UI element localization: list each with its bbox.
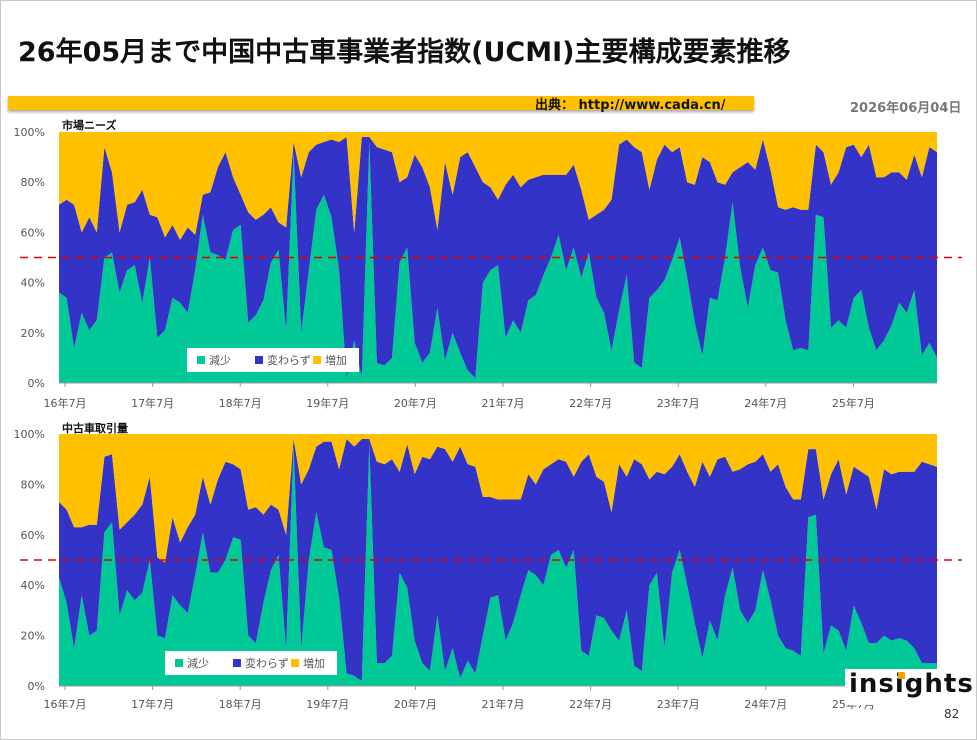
x-tick-label: 19年7月 bbox=[306, 697, 349, 711]
y-tick-label: 40% bbox=[21, 579, 45, 592]
legend-label: 減少 bbox=[209, 353, 231, 367]
y-tick-label: 20% bbox=[21, 327, 45, 340]
y-tick-label: 20% bbox=[21, 630, 45, 643]
area-series-increase bbox=[59, 132, 937, 240]
x-tick-label: 24年7月 bbox=[744, 396, 787, 410]
x-tick-label: 17年7月 bbox=[131, 396, 174, 410]
x-tick-label: 23年7月 bbox=[657, 697, 700, 711]
area-series-decrease bbox=[59, 142, 937, 383]
date-label: 2026年06月04日 bbox=[850, 101, 962, 116]
x-tick-label: 16年7月 bbox=[44, 396, 87, 410]
x-tick-label: 25年7月 bbox=[832, 396, 875, 410]
y-tick-label: 40% bbox=[21, 277, 45, 290]
x-tick-label: 18年7月 bbox=[219, 697, 262, 711]
insights-logo: insights bbox=[845, 669, 973, 705]
page-number: 82 bbox=[944, 707, 960, 721]
y-tick-label: 0% bbox=[28, 377, 45, 390]
source-label: 出典： http://www.cada.cn/ bbox=[535, 98, 726, 113]
legend-swatch bbox=[233, 659, 241, 667]
y-tick-label: 80% bbox=[21, 478, 45, 491]
page-title: 26年05月まで中国中古車事業者指数(UCMI)主要構成要素推移 bbox=[18, 37, 791, 68]
legend-swatch bbox=[175, 659, 183, 667]
area-series-increase bbox=[59, 434, 937, 563]
area-series-decrease bbox=[59, 444, 937, 686]
y-tick-label: 100% bbox=[14, 428, 45, 441]
y-tick-label: 100% bbox=[14, 126, 45, 139]
y-tick-label: 60% bbox=[21, 226, 45, 239]
y-tick-label: 60% bbox=[21, 529, 45, 542]
legend-label: 増加 bbox=[303, 657, 325, 670]
x-tick-label: 21年7月 bbox=[482, 396, 525, 410]
legend-box bbox=[165, 651, 337, 675]
x-tick-label: 20年7月 bbox=[394, 396, 437, 410]
legend-label: 増加 bbox=[325, 354, 347, 367]
legend-swatch bbox=[291, 659, 299, 667]
logo-dot-icon bbox=[898, 672, 905, 679]
y-tick-label: 0% bbox=[28, 680, 45, 693]
x-tick-label: 16年7月 bbox=[44, 697, 87, 711]
legend-label: 変わらず bbox=[267, 353, 311, 367]
legend-swatch bbox=[197, 356, 205, 364]
x-tick-label: 20年7月 bbox=[394, 697, 437, 711]
x-tick-label: 21年7月 bbox=[482, 697, 525, 711]
x-tick-label: 18年7月 bbox=[219, 396, 262, 410]
header-accent-bar bbox=[8, 96, 754, 110]
x-tick-label: 22年7月 bbox=[569, 697, 612, 711]
chart-title: 市場ニーズ bbox=[62, 118, 116, 132]
chart-title: 中古車取引量 bbox=[62, 421, 128, 435]
x-tick-label: 19年7月 bbox=[306, 396, 349, 410]
legend-label: 減少 bbox=[187, 656, 209, 670]
x-tick-label: 22年7月 bbox=[569, 396, 612, 410]
legend-box bbox=[187, 348, 359, 372]
legend-swatch bbox=[255, 356, 263, 364]
legend-label: 変わらず bbox=[245, 656, 289, 670]
x-tick-label: 23年7月 bbox=[657, 396, 700, 410]
x-tick-label: 17年7月 bbox=[131, 697, 174, 711]
y-tick-label: 80% bbox=[21, 176, 45, 189]
x-tick-label: 24年7月 bbox=[744, 697, 787, 711]
legend-swatch bbox=[313, 356, 321, 364]
logo-text: insights bbox=[849, 669, 974, 699]
